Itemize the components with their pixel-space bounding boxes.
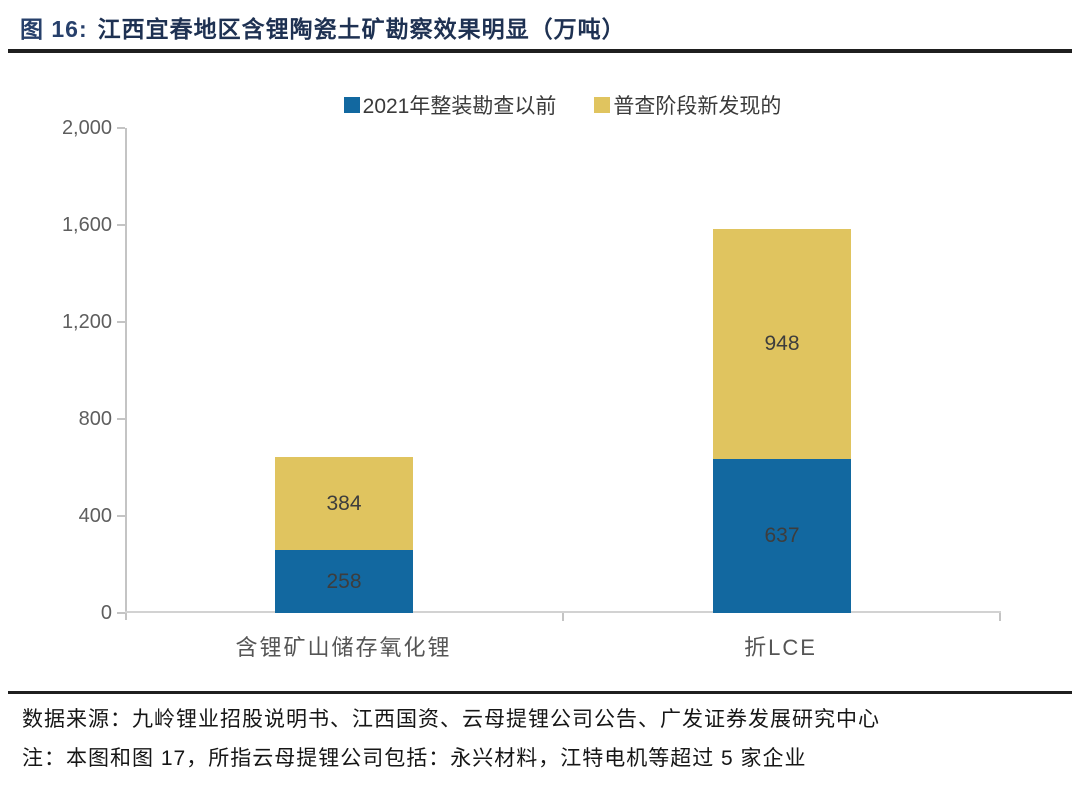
- legend-item-new-discovery: 普查阶段新发现的: [594, 90, 781, 120]
- y-tick-label-400: 400: [78, 505, 112, 527]
- y-tick-label-800: 800: [78, 408, 112, 430]
- y-tick-label-0: 0: [100, 602, 112, 624]
- legend-swatch-yellow: [594, 97, 611, 113]
- data-source-text: 数据来源：九岭锂业招股说明书、江西国资、云母提锂公司公告、广发证券发展研究中心: [22, 708, 880, 731]
- y-tick-mark: [117, 515, 125, 517]
- x-axis-line: [125, 611, 1001, 613]
- y-tick-label-1600: 1,600: [61, 214, 112, 236]
- value-label-258: 258: [326, 569, 362, 593]
- y-tick-mark: [117, 127, 125, 129]
- note-text: 注：本图和图 17，所指云母提锂公司包括：永兴材料，江特电机等超过 5 家企业: [22, 747, 807, 770]
- bar-segment-before-2021: 637: [713, 459, 851, 613]
- y-tick-mark: [117, 612, 125, 614]
- legend-item-before-2021: 2021年整装勘查以前: [343, 90, 557, 120]
- legend: 2021年整装勘查以前 普查阶段新发现的: [125, 90, 1000, 120]
- y-tick-label-1200: 1,200: [61, 311, 112, 333]
- bar-segment-new-discovery: 948: [713, 229, 851, 459]
- value-label-637: 637: [764, 524, 800, 547]
- y-tick-mark: [117, 224, 125, 226]
- value-label-948: 948: [764, 332, 800, 355]
- category-label-lithium-mine-oxide: 含锂矿山储存氧化锂: [235, 635, 452, 660]
- bar-segment-before-2021: 258: [275, 550, 413, 613]
- y-tick-label-2000: 2,000: [61, 117, 112, 139]
- y-tick-mark: [117, 321, 125, 323]
- x-tick-mark-right: [999, 613, 1001, 621]
- figure-number: 图 16:: [20, 16, 88, 42]
- value-label-384: 384: [326, 491, 362, 515]
- bar-segment-new-discovery: 384: [275, 457, 413, 550]
- figure-title-text: 江西宜春地区含锂陶瓷土矿勘察效果明显（万吨）: [97, 16, 626, 42]
- legend-swatch-blue: [343, 97, 360, 113]
- legend-label-before-2021: 2021年整装勘查以前: [362, 95, 557, 118]
- x-tick-mark-mid: [562, 613, 564, 621]
- legend-label-new-discovery: 普查阶段新发现的: [613, 95, 782, 118]
- figure-title: 图 16: 江西宜春地区含锂陶瓷土矿勘察效果明显（万吨）: [20, 10, 626, 44]
- y-axis-line: [125, 128, 127, 620]
- footer-divider: [8, 691, 1072, 694]
- category-label-lce: 折LCE: [744, 635, 817, 660]
- y-tick-mark: [117, 418, 125, 420]
- title-divider: [8, 49, 1072, 53]
